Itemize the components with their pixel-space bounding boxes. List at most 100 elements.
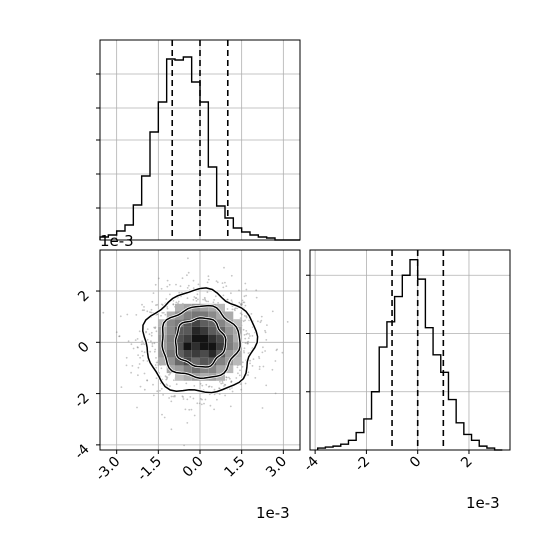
scatter-point [249,335,251,337]
scatter-point [243,347,246,350]
scatter-point [258,357,261,360]
x-offset-label: 1e-3 [466,494,500,512]
quantile-lines [171,40,229,240]
scatter-point [102,311,105,314]
density-cell [166,311,175,320]
scatter-point [201,398,203,401]
scatter-point [172,303,175,306]
scatter-point [165,376,168,378]
scatter-point [262,365,265,368]
scatter-point [242,320,245,323]
scatter-point [197,283,200,286]
density-cell [216,365,225,374]
scatter-point [246,342,249,345]
scatter-point [170,400,173,403]
scatter-point [230,292,232,295]
density-cell [200,326,209,335]
scatter-point [188,408,191,411]
scatter-point [166,377,168,380]
scatter-point [231,390,234,393]
scatter-point [226,298,229,301]
density-cell [191,311,200,320]
scatter-point [165,378,168,381]
scatter-point [243,350,245,352]
scatter-point [169,293,171,296]
scatter-point [136,406,138,409]
scatter-point [230,380,233,383]
scatter-point [195,297,198,299]
density-cell [183,334,192,343]
scatter-point [185,382,188,385]
scatter-point [150,311,153,314]
scatter-point [190,408,193,411]
scatter-point [148,333,151,336]
scatter-point [177,302,179,305]
scatter-point [141,303,143,306]
density-cell [175,342,184,350]
density-cell [200,311,209,320]
scatter-point [225,376,228,378]
density-cell [183,311,192,320]
scatter-point [224,394,227,397]
y-offset-label: 1e-3 [100,232,134,250]
density-cell [216,303,225,312]
density-cell [191,350,200,358]
scatter-point [163,416,166,419]
contour-lines [141,286,260,395]
scatter-point [243,315,246,317]
scatter-point [243,295,246,298]
scatter-point [164,375,167,377]
scatter-point [118,335,121,338]
scatter-point [222,286,225,289]
scatter-point [251,335,254,337]
scatter-point [223,266,225,269]
scatter-point [150,340,152,343]
scatter-point [155,361,158,364]
scatter-point [244,342,247,344]
scatter-point [225,379,228,381]
scatter-point [247,352,250,355]
scatter-point [155,330,158,333]
scatter-point [274,360,277,362]
scatter-point [242,328,245,331]
scatter-point [152,292,155,294]
scatter-point [156,390,159,393]
scatter-point [165,298,168,300]
scatter-point [170,428,173,431]
scatter-point [233,308,236,311]
scatter-point [239,303,242,305]
density-cell [183,365,192,374]
scatter-point [224,384,227,386]
scatter-point [206,281,209,284]
scatter-point [140,343,143,346]
scatter-point [255,289,258,292]
scatter-point [184,408,187,411]
scatter-point [245,330,248,332]
scatter-point [238,301,241,304]
density-cell [175,350,184,358]
x-offset-label: 1e-3 [256,504,290,522]
scatter-point [145,331,147,334]
scatter-point [239,383,242,385]
scatter-point [166,285,169,288]
scatter-point [132,347,135,350]
scatter-point [115,331,118,334]
scatter-point [210,386,213,388]
scatter-point [276,348,278,351]
scatter-point [154,327,157,330]
scatter-point [161,413,163,416]
density-cell [200,319,209,327]
scatter-point [245,315,248,318]
scatter-point [247,337,250,339]
scatter-point [139,356,142,359]
scatter-point [251,365,254,367]
scatter-point [249,362,251,365]
scatter-point [150,308,153,311]
density-cell [208,303,217,312]
scatter-point [175,383,178,386]
scatter-point [189,396,192,398]
scatter-point [142,343,145,345]
scatter-point [221,282,224,284]
scatter-point [214,295,217,298]
density-cell [225,311,234,320]
